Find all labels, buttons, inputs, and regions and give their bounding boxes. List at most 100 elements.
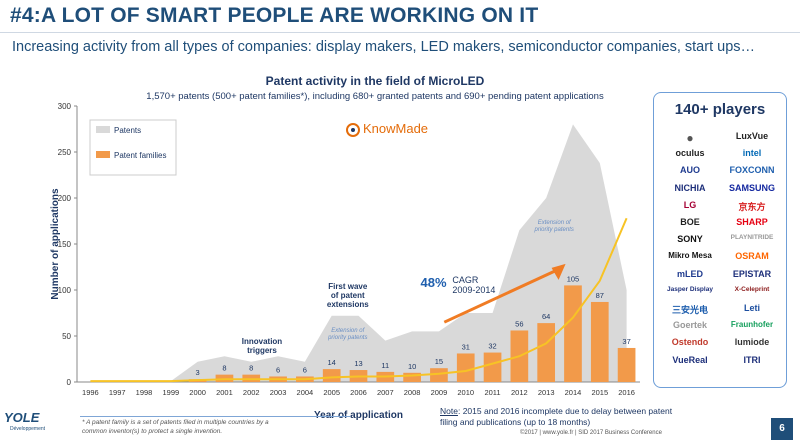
patent-family-bar — [403, 372, 421, 382]
patent-family-bar — [537, 323, 556, 382]
patent-family-bar — [590, 301, 609, 382]
x-tick-label: 2003 — [270, 388, 287, 397]
cagr-arrow — [443, 267, 561, 324]
player-logo: SHARP — [736, 217, 768, 227]
player-logo: AUO — [680, 165, 700, 176]
y-tick-label: 300 — [58, 102, 72, 111]
bar-value-label: 105 — [567, 274, 580, 283]
footnote-line-2: common inventor(s) to protect a single i… — [82, 428, 223, 435]
players-panel: 140+ players ● LuxVue oculus intel AUO FOXCON… — [653, 92, 787, 388]
x-axis-title: Year of application — [314, 410, 403, 421]
x-tick-label: 2016 — [618, 388, 635, 397]
y-tick-label: 200 — [58, 194, 72, 203]
player-logo: lumiode — [734, 337, 770, 348]
patents-area — [90, 124, 627, 383]
y-tick-label: 50 — [62, 332, 71, 341]
extension-annotation-2: Extension of priority patents — [534, 220, 574, 233]
patent-family-bar — [322, 369, 341, 382]
footnote: * A patent family is a set of patents fi… — [82, 418, 269, 436]
player-logo: mLED — [676, 268, 703, 279]
page-number: 6 — [771, 418, 793, 440]
player-logo: FOXCONN — [729, 165, 775, 176]
player-logo: ITRI — [743, 354, 761, 365]
legend-label-patents: Patents — [114, 126, 141, 135]
note-label: Note — [440, 406, 458, 416]
extension-annotation-2-line: Extension of — [538, 220, 572, 226]
cagr-label: CAGR — [452, 275, 479, 285]
player-logo: 京东方 — [738, 201, 766, 212]
bar-value-label: 6 — [276, 365, 280, 374]
player-logo: Fraunhofer — [730, 320, 774, 330]
player-logo: NICHIA — [674, 182, 706, 193]
bar-value-label: 37 — [622, 337, 630, 346]
bar-value-label: 8 — [222, 364, 226, 373]
players-title: 140+ players — [674, 101, 766, 118]
legend-swatch-patents — [96, 126, 110, 133]
yole-logo: YOLE — [4, 410, 40, 425]
innovation-triggers-annotation-line: triggers — [247, 346, 277, 355]
footnote-divider — [80, 416, 350, 417]
chart-title: Patent activity in the field of MicroLED — [265, 74, 485, 88]
player-logo: Ostendo — [671, 337, 709, 348]
x-tick-label: 2010 — [457, 388, 474, 397]
bar-value-label: 8 — [249, 364, 253, 373]
player-logo: oculus — [675, 148, 705, 159]
footnote-line-1: * A patent family is a set of patents fi… — [82, 419, 269, 426]
bar-value-label: 14 — [328, 358, 336, 367]
bar-value-label: 32 — [488, 342, 496, 351]
x-tick-label: 2005 — [323, 388, 340, 397]
extension-annotation-1-line: priority patents — [327, 335, 367, 341]
x-tick-label: 2015 — [591, 388, 608, 397]
legend-label-families: Patent families — [114, 151, 166, 160]
y-tick-label: 250 — [58, 148, 72, 157]
axis-layer: 0 50 100 150 200 250 300 1996 1997 1998 1999 2000 20… — [50, 102, 640, 421]
first-wave-annotation-line: extensions — [327, 300, 369, 309]
trend-line — [90, 217, 628, 383]
x-tick-label: 2006 — [350, 388, 367, 397]
first-wave-annotation-line: of patent — [331, 291, 365, 300]
note-text: : 2015 and 2016 incomplete due to delay … — [440, 406, 673, 427]
x-tick-label: 2007 — [377, 388, 394, 397]
bar-value-label: 10 — [408, 362, 416, 371]
y-axis-title: Number of applications — [50, 188, 61, 300]
player-logo: intel — [742, 148, 762, 159]
x-tick-label: 2002 — [243, 388, 260, 397]
patents-area-layer — [90, 124, 627, 383]
x-tick-label: 2011 — [484, 388, 500, 397]
innovation-triggers-annotation: Innovation triggers — [242, 337, 283, 355]
y-tick-label: 150 — [58, 240, 72, 249]
patent-family-bar — [483, 352, 502, 382]
copyright: ©2017 | www.yole.fr | SID 2017 Business … — [520, 430, 662, 436]
extension-annotation-1-line: Extension of — [331, 328, 365, 334]
knowmade-icon — [346, 122, 360, 137]
x-tick-label: 1999 — [162, 388, 179, 397]
bar-value-label: 56 — [515, 319, 523, 328]
patent-family-bar — [617, 347, 636, 382]
player-logo: LuxVue — [735, 131, 769, 141]
y-tick-label: 0 — [67, 378, 72, 387]
player-logo: Leti — [743, 303, 760, 313]
extension-annotation-2-line: priority patents — [534, 227, 574, 233]
knowmade-text: KnowMade — [363, 121, 429, 136]
x-tick-label: 2013 — [538, 388, 555, 397]
player-logo: 三安光电 — [671, 305, 708, 315]
patent-chart: 0 50 100 150 200 250 300 1996 1997 1998 1999 2000 20… — [50, 102, 640, 421]
bar-value-label: 11 — [381, 361, 389, 370]
player-logo: Goertek — [672, 320, 707, 331]
bar-value-label: 3 — [196, 368, 200, 377]
first-wave-annotation: First wave of patent extensions — [327, 282, 369, 309]
player-logo: X-Celeprint — [734, 285, 770, 293]
x-tick-label: 2012 — [511, 388, 528, 397]
legend-swatch-families — [96, 151, 110, 158]
bar-value-label: 87 — [596, 291, 604, 300]
apple-logo: ● — [686, 131, 694, 145]
knowmade-logo: KnowMade — [346, 121, 428, 137]
x-tick-label: 2009 — [431, 388, 448, 397]
cagr-arrowhead — [551, 263, 566, 280]
annotation-layer: Innovation triggers First wave of patent ext… — [242, 220, 574, 355]
player-logo: SONY — [677, 234, 703, 245]
player-logo: BOE — [680, 217, 700, 227]
x-tick-label: 2004 — [297, 388, 314, 397]
x-tick-label: 1996 — [82, 388, 99, 397]
patent-family-bar — [564, 285, 582, 382]
